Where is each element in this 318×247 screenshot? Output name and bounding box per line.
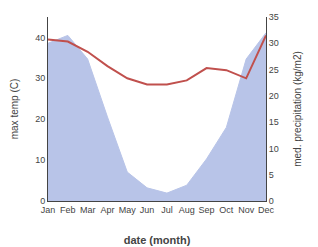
svg-text:35: 35 [269,12,279,22]
svg-text:Nov: Nov [238,205,255,215]
svg-text:Mar: Mar [80,205,96,215]
svg-text:0: 0 [269,196,274,206]
svg-text:May: May [119,205,137,215]
svg-text:med. precipitation (kg/m2): med. precipitation (kg/m2) [292,51,303,167]
svg-text:max temp (C): max temp (C) [9,79,20,140]
svg-text:25: 25 [269,65,279,75]
svg-text:Aug: Aug [179,205,195,215]
svg-text:Sep: Sep [199,205,215,215]
svg-text:10: 10 [269,144,279,154]
svg-text:30: 30 [269,38,279,48]
svg-text:0: 0 [40,196,45,206]
svg-text:30: 30 [35,73,45,83]
svg-text:date (month): date (month) [124,234,191,246]
svg-text:40: 40 [35,33,45,43]
svg-text:10: 10 [35,155,45,165]
svg-text:Apr: Apr [100,205,114,215]
svg-text:Jun: Jun [140,205,155,215]
svg-text:Dec: Dec [258,205,275,215]
svg-text:20: 20 [35,114,45,124]
svg-text:Oct: Oct [219,205,234,215]
svg-text:Feb: Feb [60,205,76,215]
svg-text:5: 5 [269,170,274,180]
svg-text:Jan: Jan [41,205,56,215]
svg-text:20: 20 [269,91,279,101]
svg-text:Jul: Jul [161,205,173,215]
svg-text:15: 15 [269,117,279,127]
